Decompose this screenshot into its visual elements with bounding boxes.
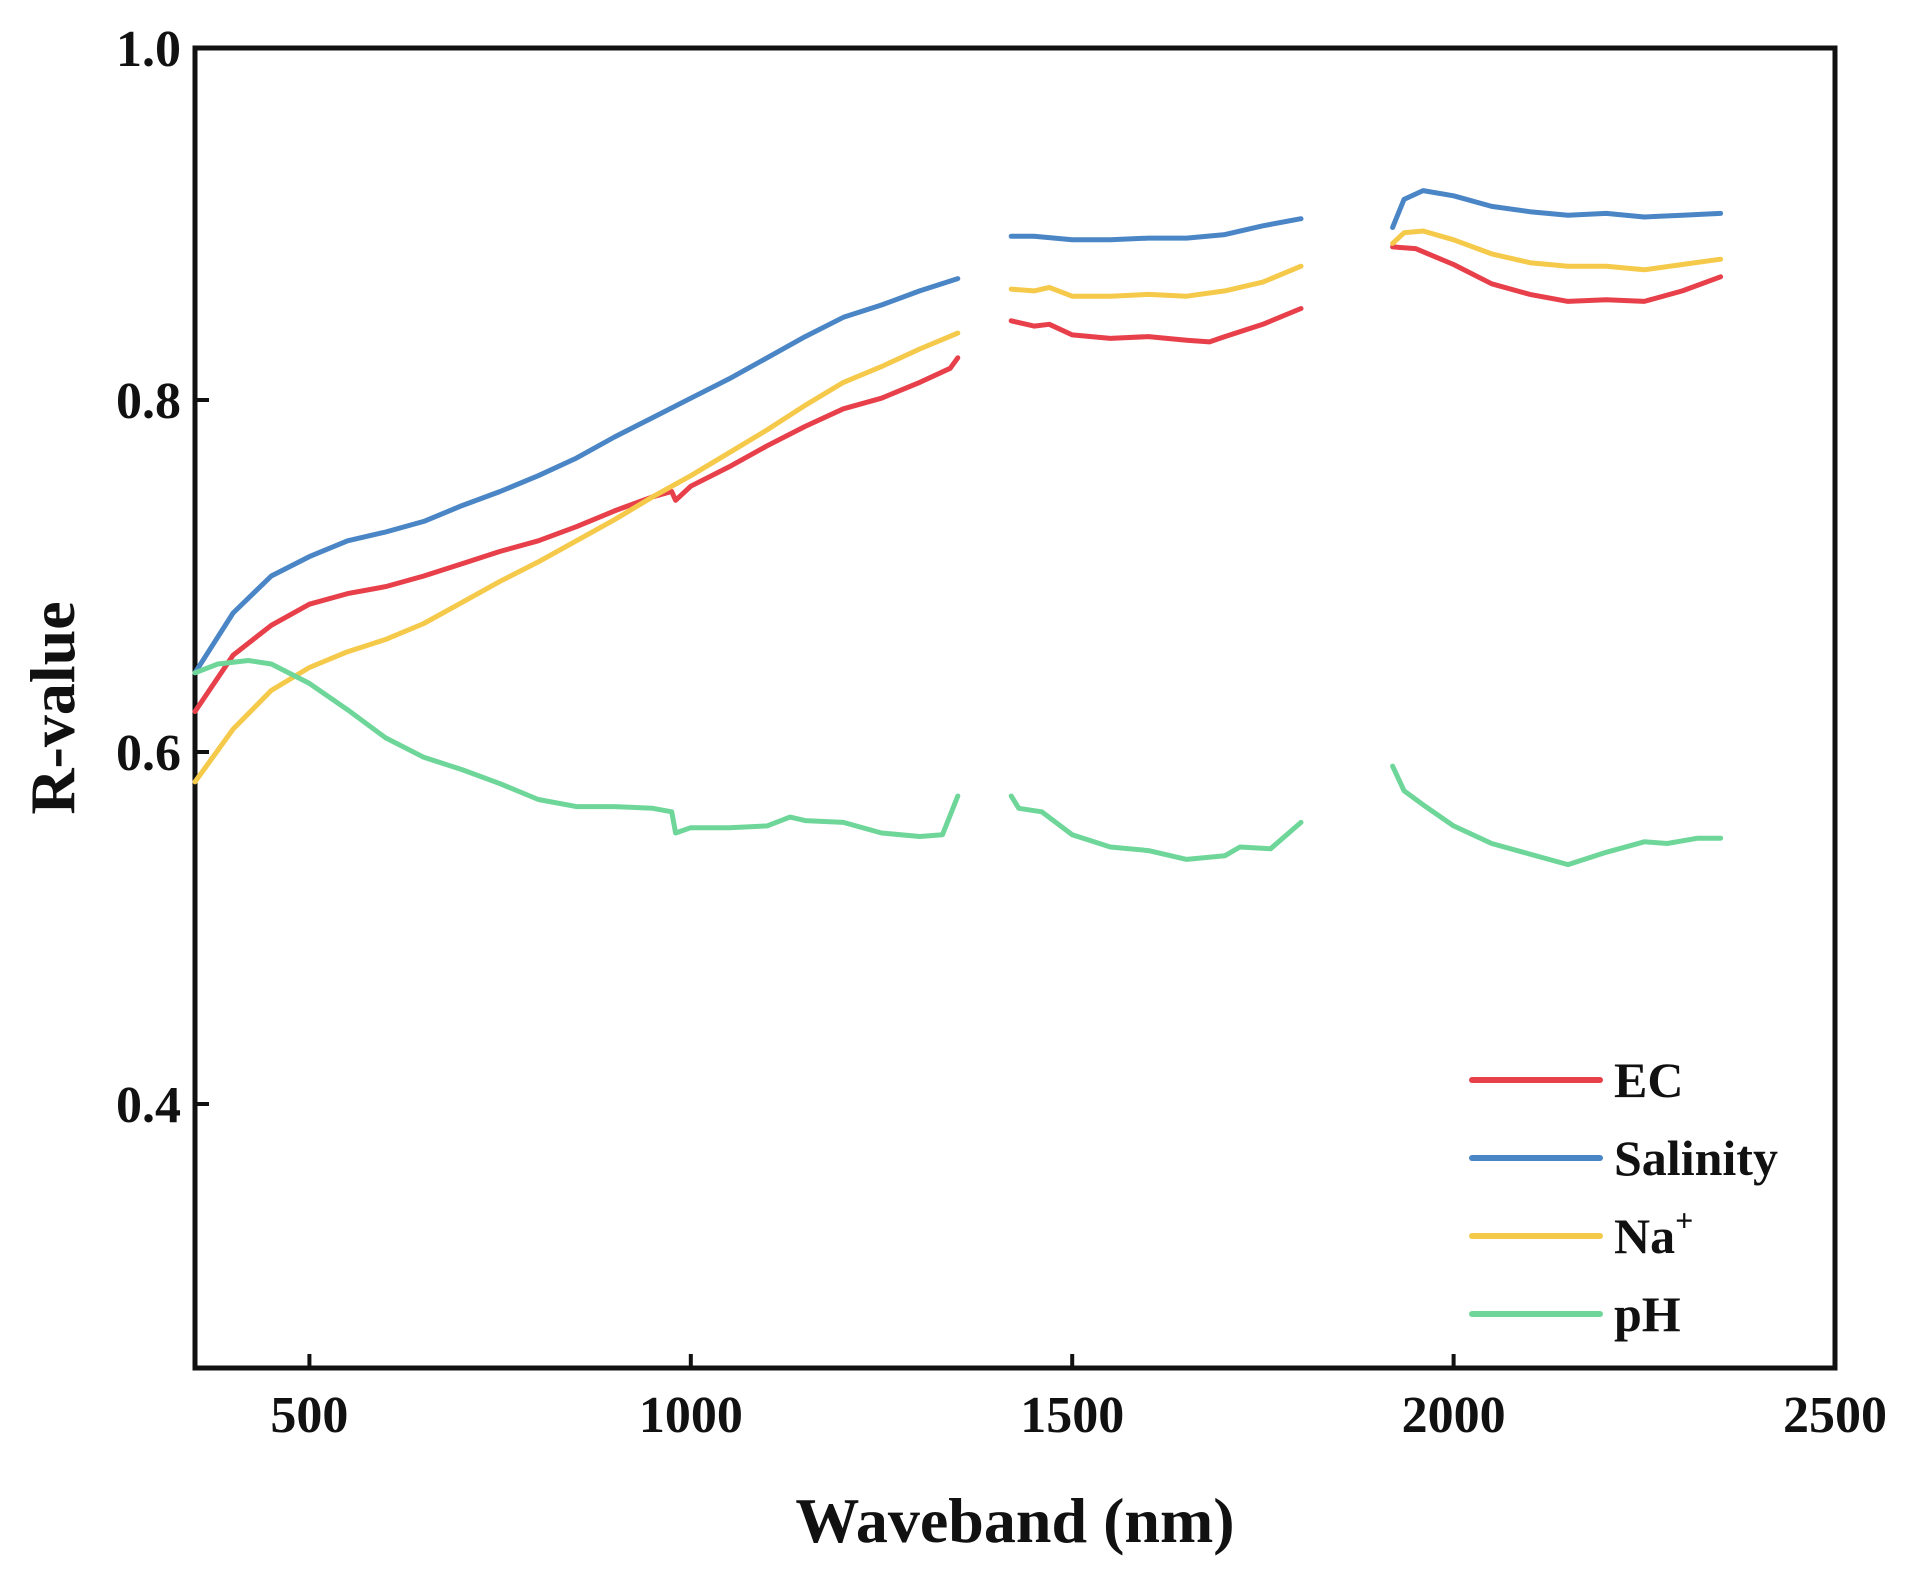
series-line-segment xyxy=(1008,216,1304,243)
series-line-segment xyxy=(1008,793,1304,862)
legend-item: EC xyxy=(1469,1052,1683,1108)
y-tick-label: 0.4 xyxy=(116,1077,181,1134)
legend-item: Na+ xyxy=(1469,1202,1693,1264)
series-line-segment xyxy=(192,276,961,676)
axis-layer: 500 1000 1500 2000 2500 0.4 0.6 0.8 1.0 xyxy=(116,21,1887,1444)
series-salinity xyxy=(192,188,1724,676)
legend-label: EC xyxy=(1614,1052,1683,1108)
series-ec xyxy=(192,244,1724,714)
y-tick-label: 0.8 xyxy=(116,373,181,430)
x-tick-label: 2000 xyxy=(1402,1387,1506,1444)
legend-label: Na+ xyxy=(1614,1202,1693,1264)
x-axis-title: Waveband (nm) xyxy=(795,1485,1234,1556)
legend-label: pH xyxy=(1614,1286,1681,1342)
y-axis-title: R-value xyxy=(17,601,88,814)
series-ph xyxy=(192,658,1724,868)
series-line-segment xyxy=(1390,188,1724,230)
series-line-segment xyxy=(1008,306,1304,345)
legend-item: pH xyxy=(1469,1286,1681,1342)
legend-item: Salinity xyxy=(1469,1130,1778,1186)
legend-label-main: pH xyxy=(1614,1286,1681,1342)
x-tick-label: 1500 xyxy=(1020,1387,1124,1444)
series-na xyxy=(192,228,1724,785)
x-tick-label: 2500 xyxy=(1783,1387,1887,1444)
series-line-segment xyxy=(192,355,961,714)
series-line-segment xyxy=(1008,263,1304,299)
legend-label-main: Salinity xyxy=(1614,1130,1778,1186)
x-tick-label: 1000 xyxy=(639,1387,743,1444)
series-line-segment xyxy=(192,330,961,785)
y-tick-label: 0.6 xyxy=(116,725,181,782)
series-line-segment xyxy=(1390,228,1724,273)
legend-label-main: Na xyxy=(1614,1208,1675,1264)
legend-label: Salinity xyxy=(1614,1130,1778,1186)
series-line-segment xyxy=(1390,244,1724,304)
series-layer xyxy=(192,188,1724,868)
series-line-segment xyxy=(192,658,961,839)
plot-frame xyxy=(192,45,1838,1371)
x-tick-label: 500 xyxy=(270,1387,348,1444)
legend-label-sup: + xyxy=(1675,1202,1693,1238)
legend: EC Salinity Na+ pH xyxy=(1469,1052,1778,1342)
series-line-segment xyxy=(1390,763,1724,868)
y-tick-label: 1.0 xyxy=(116,21,181,78)
legend-label-main: EC xyxy=(1614,1052,1683,1108)
